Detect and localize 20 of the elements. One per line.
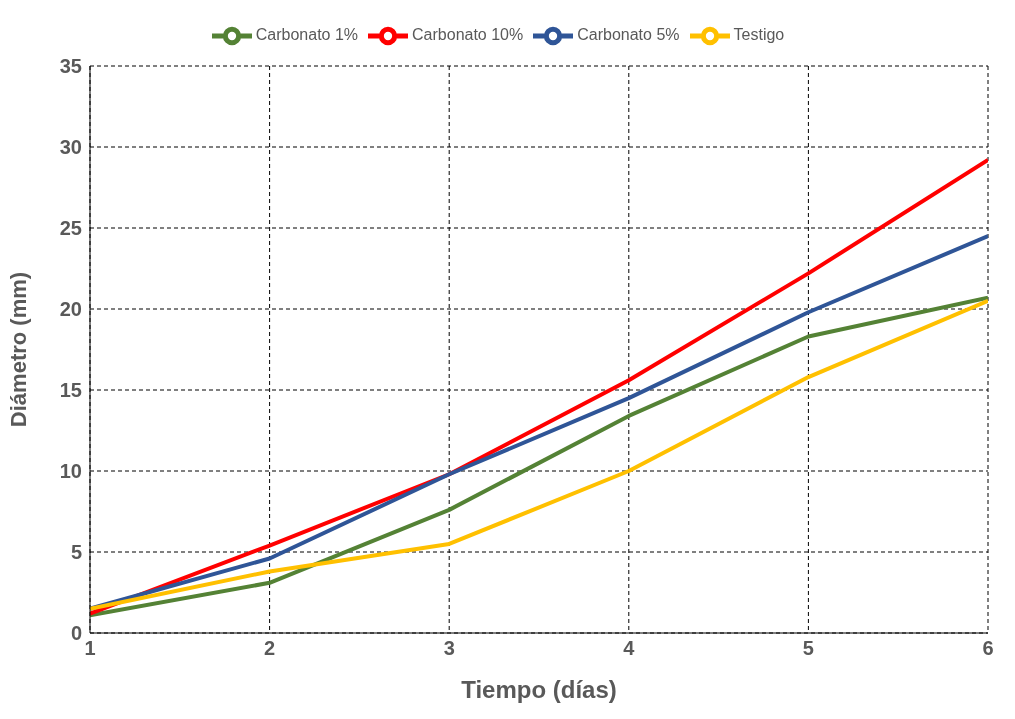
legend-label: Carbonato 5% <box>577 26 680 44</box>
x-tick-label: 5 <box>802 637 814 660</box>
y-axis-title: Diámetro (mm) <box>5 271 31 428</box>
y-tick-label: 15 <box>59 379 82 402</box>
legend-label: Carbonato 10% <box>412 26 524 44</box>
x-tick-label: 3 <box>443 637 455 660</box>
y-tick-label: 25 <box>59 217 82 240</box>
x-axis-title: Tiempo (días) <box>461 676 617 703</box>
x-tick-label: 1 <box>84 637 96 660</box>
y-tick-label: 20 <box>59 298 82 321</box>
y-tick-label: 10 <box>59 460 82 483</box>
y-tick-label: 0 <box>70 622 82 645</box>
legend-label: Testigo <box>733 26 785 44</box>
y-tick-label: 35 <box>59 55 82 78</box>
x-tick-label: 2 <box>264 637 276 660</box>
y-tick-label: 30 <box>59 136 82 159</box>
legend-label: Carbonato 1% <box>255 26 359 44</box>
x-tick-label: 6 <box>982 637 994 660</box>
y-tick-label: 5 <box>70 541 82 564</box>
x-tick-label: 4 <box>623 637 636 660</box>
